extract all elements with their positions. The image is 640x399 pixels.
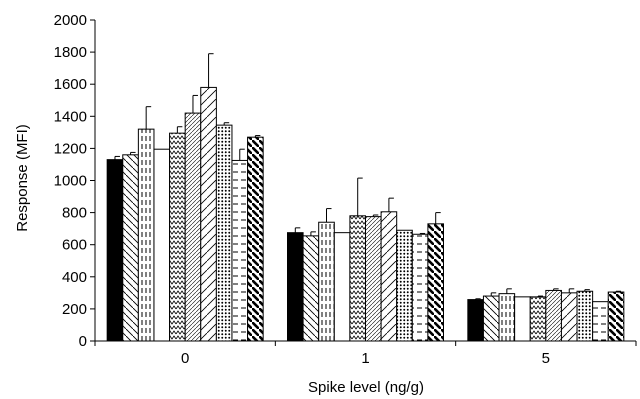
y-tick-label: 2000 <box>54 12 87 29</box>
bar-solid-black-0 <box>106 159 124 342</box>
y-tick-label: 800 <box>62 205 87 222</box>
bar-backslash-lines-0 <box>122 154 139 342</box>
bar-horizontal-dashes-1 <box>411 233 429 342</box>
bar-white-1 <box>333 232 351 342</box>
y-tick-label: 1400 <box>54 108 87 125</box>
bar-horizontal-dashes-5 <box>592 301 609 342</box>
y-axis: 0 200 400 600 800 1000 1200 1400 1600 1800 2000 <box>54 12 96 350</box>
bar-white-0 <box>153 148 171 342</box>
bar-white-5 <box>514 296 531 342</box>
bar-thick-backslash-0 <box>247 136 264 342</box>
bar-thick-backslash-5 <box>607 291 625 342</box>
y-tick-label: 600 <box>62 237 87 254</box>
y-tick-label: 200 <box>62 301 87 318</box>
bar-dashed-vertical-0 <box>137 128 155 342</box>
bar-zigzag-5 <box>529 296 547 342</box>
x-tick-label: 1 <box>361 350 369 367</box>
bar-dots-0 <box>215 124 233 342</box>
bar-fine-diagonal-5 <box>545 289 562 342</box>
x-tick-label: 0 <box>181 350 189 367</box>
bar-sparse-diagonal-0 <box>200 86 217 342</box>
y-axis-title: Response (MFI) <box>14 124 31 232</box>
x-axis-title: Spike level (ng/g) <box>308 379 424 396</box>
bar-solid-black-1 <box>287 232 304 342</box>
bar-sparse-diagonal-1 <box>380 211 398 342</box>
bar-backslash-lines-1 <box>302 235 320 342</box>
x-axis: 0 1 5 <box>94 340 637 367</box>
y-tick-label: 1800 <box>54 44 87 61</box>
bar-backslash-lines-5 <box>482 295 500 342</box>
y-tick-label: 1600 <box>54 76 87 93</box>
bar-fine-diagonal-1 <box>365 216 382 342</box>
y-tick-label: 400 <box>62 269 87 286</box>
bar-zigzag-1 <box>349 215 366 342</box>
bar-dots-5 <box>576 290 594 342</box>
bar-sparse-diagonal-5 <box>560 292 578 342</box>
y-tick-label: 0 <box>79 333 87 350</box>
bar-zigzag-0 <box>169 132 186 342</box>
x-tick-label: 5 <box>542 350 550 367</box>
bar-dashed-vertical-1 <box>318 221 335 342</box>
bar-solid-black-5 <box>467 299 484 342</box>
bar-thick-backslash-1 <box>427 223 444 342</box>
bar-dashed-vertical-5 <box>498 293 516 342</box>
bars <box>106 53 625 342</box>
y-tick-label: 1200 <box>54 140 87 157</box>
bar-horizontal-dashes-0 <box>231 159 249 342</box>
bar-dots-1 <box>396 229 413 342</box>
y-tick-label: 1000 <box>54 173 87 190</box>
bar-fine-diagonal-0 <box>184 112 202 342</box>
